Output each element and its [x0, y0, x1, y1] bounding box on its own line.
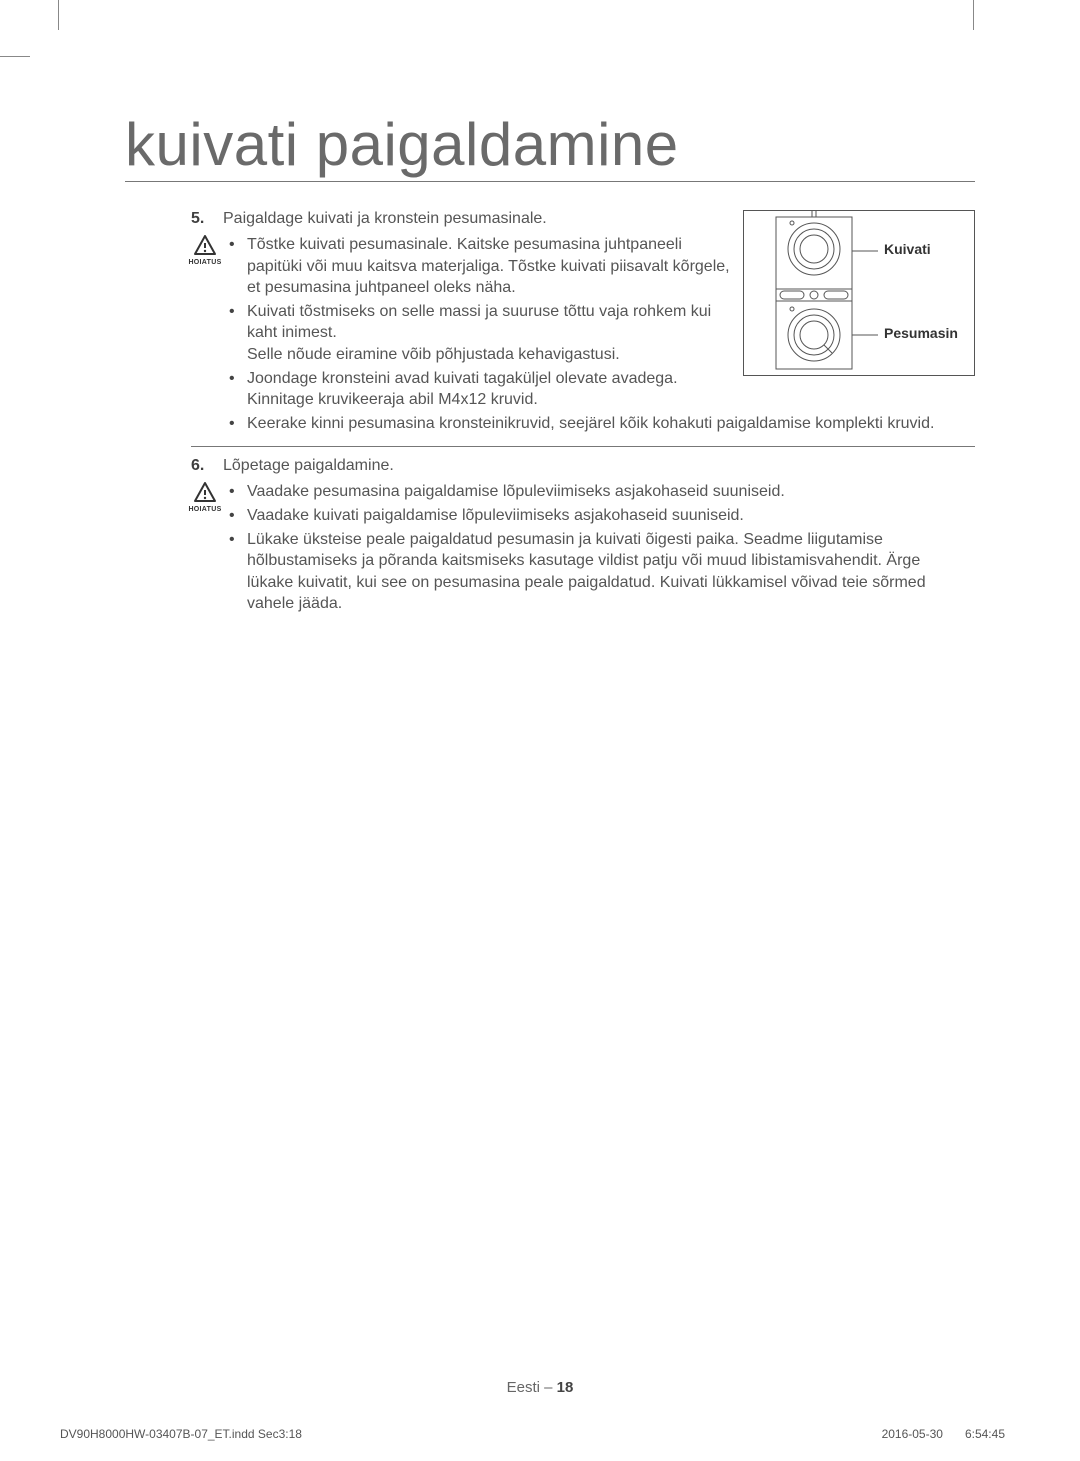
footer-time: 6:54:45: [965, 1427, 1005, 1441]
section-step5: Kuivati Pesumasin 5. Paigaldage kuivati …: [191, 210, 975, 617]
footer-page: 18: [557, 1379, 574, 1396]
list-item: Lükake üksteise peale paigaldatud pesuma…: [229, 529, 969, 615]
list-item: Tõstke kuivati pesumasinale. Kaitske pes…: [229, 234, 739, 299]
page-title: kuivati paigaldamine: [125, 110, 975, 182]
warning-icon-wrap: HOIATUS: [191, 481, 219, 513]
step5-bullets: Tõstke kuivati pesumasinale. Kaitske pes…: [229, 234, 739, 413]
list-item: Vaadake pesumasina paigaldamise lõpulevi…: [229, 481, 969, 503]
diagram-label-washer: Pesumasin: [884, 325, 958, 341]
page-content: kuivati paigaldamine: [125, 110, 975, 617]
list-item: Kuivati tõstmiseks on selle massi ja suu…: [229, 301, 739, 366]
step-title: Paigaldage kuivati ja kronstein pesumasi…: [223, 210, 547, 228]
step6-bullets: Vaadake pesumasina paigaldamise lõpulevi…: [229, 481, 969, 617]
warning-label: HOIATUS: [188, 259, 221, 266]
warning-icon: [193, 481, 217, 505]
step-number: 6.: [191, 457, 211, 475]
footer-metadata: DV90H8000HW-03407B-07_ET.indd Sec3:18 20…: [60, 1427, 1005, 1441]
footer-page-number: Eesti – 18: [0, 1379, 1080, 1397]
footer-language: Eesti –: [507, 1379, 557, 1396]
section-divider: [191, 446, 975, 447]
diagram-label-dryer: Kuivati: [884, 241, 931, 257]
crop-mark: [973, 0, 974, 30]
step6-warning-block: HOIATUS Vaadake pesumasina paigaldamise …: [191, 481, 975, 617]
crop-mark: [0, 56, 30, 57]
step-number: 5.: [191, 210, 211, 228]
list-item: Keerake kinni pesumasina kronsteinikruvi…: [229, 413, 969, 435]
warning-label: HOIATUS: [188, 506, 221, 513]
warning-icon-wrap: HOIATUS: [191, 234, 219, 266]
step6-header: 6. Lõpetage paigaldamine.: [191, 457, 975, 475]
step5-bullets-wide: Keerake kinni pesumasina kronsteinikruvi…: [229, 413, 969, 435]
list-item: Vaadake kuivati paigaldamise lõpuleviimi…: [229, 505, 969, 527]
stacking-diagram: Kuivati Pesumasin: [743, 210, 975, 376]
list-item: Joondage kronsteini avad kuivati tagakül…: [229, 368, 739, 411]
footer-date: 2016-05-30: [882, 1427, 943, 1441]
footer-filename: DV90H8000HW-03407B-07_ET.indd Sec3:18: [60, 1427, 302, 1441]
step-title: Lõpetage paigaldamine.: [223, 457, 394, 475]
crop-mark: [58, 0, 59, 30]
warning-icon: [193, 234, 217, 258]
